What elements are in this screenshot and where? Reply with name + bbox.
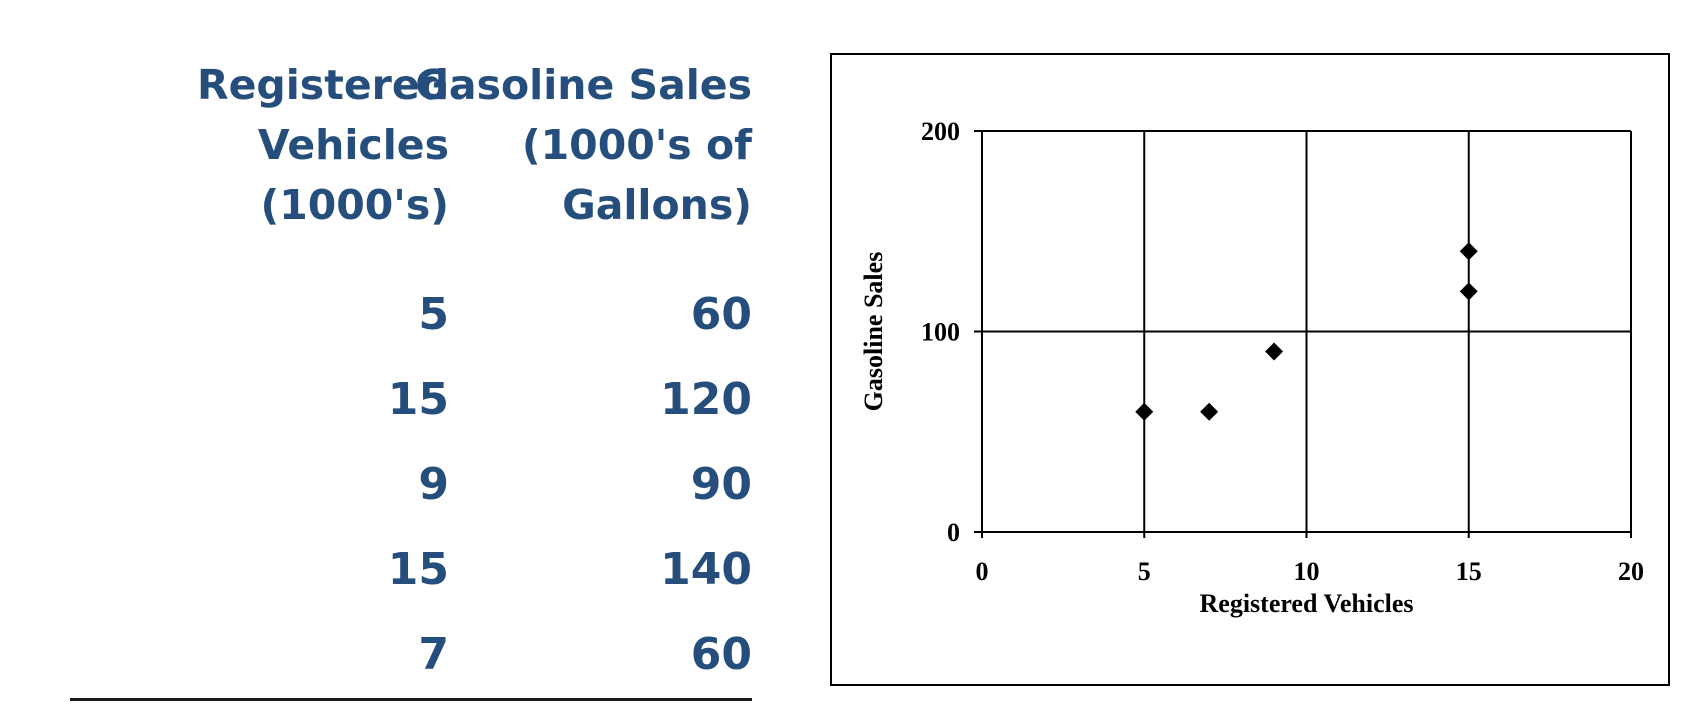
- data-point: [1135, 402, 1154, 421]
- x-tick-label: 20: [1618, 557, 1644, 586]
- x-tick-label: 15: [1456, 557, 1482, 586]
- header-registered-vehicles: Registered Vehicles (1000's): [197, 61, 449, 229]
- y-axis-label: Gasoline Sales: [859, 252, 888, 412]
- table-row: 15 120: [70, 375, 752, 460]
- vehicles-cell: 15: [387, 374, 449, 425]
- table-row: 9 90: [70, 460, 752, 545]
- table-row: 7 60: [70, 630, 752, 715]
- vehicles-cell: 7: [418, 629, 449, 680]
- x-axis-label: Registered Vehicles: [1200, 589, 1414, 618]
- sales-cell: 120: [660, 374, 752, 425]
- data-table: Registered Vehicles (1000's) Gasoline Sa…: [70, 45, 752, 701]
- x-tick-label: 5: [1138, 557, 1151, 586]
- vehicles-cell: 15: [387, 544, 449, 595]
- data-point: [1265, 342, 1284, 361]
- vehicles-cell: 5: [418, 289, 449, 340]
- y-tick-label: 0: [947, 518, 960, 547]
- vehicles-cell: 9: [418, 459, 449, 510]
- y-tick-label: 200: [921, 117, 960, 146]
- sales-cell: 90: [690, 459, 752, 510]
- table-row: 15 140: [70, 545, 752, 630]
- table-row: 5 60: [70, 290, 752, 375]
- table-body: 5 60 15 120 9 90 15 140 7 60: [70, 290, 752, 715]
- sales-cell: 60: [690, 289, 752, 340]
- scatter-chart: 0 5 10 15 20 0 100 200 Registered Vehicles Gaso…: [830, 53, 1670, 686]
- y-tick-label: 100: [921, 318, 960, 347]
- data-point: [1459, 282, 1478, 301]
- x-tick-label: 10: [1294, 557, 1320, 586]
- x-tick-label: 0: [976, 557, 989, 586]
- header-gasoline-sales: Gasoline Sales (1000's of Gallons): [415, 61, 752, 229]
- data-point: [1200, 402, 1219, 421]
- sales-cell: 140: [660, 544, 752, 595]
- table-bottom-rule: [70, 698, 752, 701]
- data-point: [1459, 242, 1478, 261]
- sales-cell: 60: [690, 629, 752, 680]
